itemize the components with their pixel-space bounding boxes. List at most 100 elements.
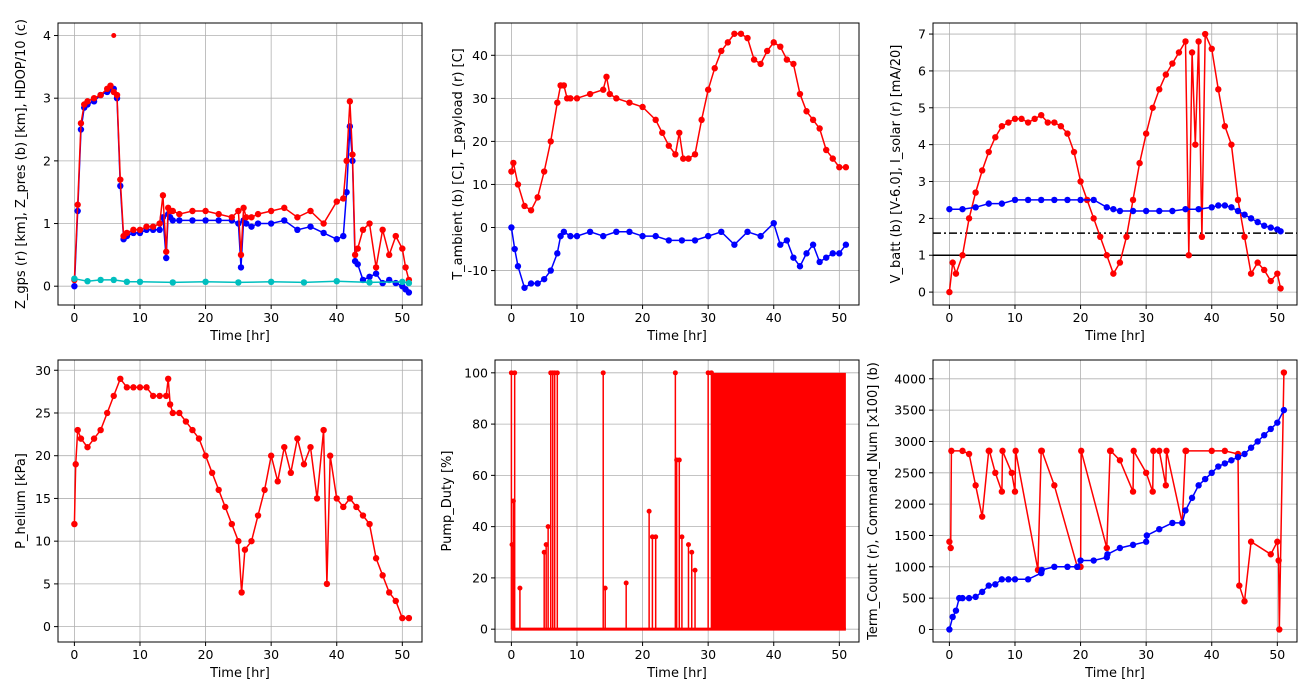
series-line <box>73 377 409 619</box>
data-point <box>333 236 340 243</box>
y-axis-label: V_batt (b) [V-6.0], I_solar (r) [mA/20] <box>889 45 904 284</box>
data-point <box>972 189 979 196</box>
data-point <box>1051 196 1058 204</box>
data-point <box>510 159 517 167</box>
y-tick-label: 0 <box>918 622 926 637</box>
data-point <box>117 176 124 183</box>
data-point <box>1051 563 1058 570</box>
data-point <box>659 129 666 136</box>
data-point <box>1185 252 1192 259</box>
y-tick-label: 0 <box>480 220 488 235</box>
y-tick-label: 60 <box>472 468 488 483</box>
data-point <box>215 486 222 494</box>
data-point <box>1179 519 1186 527</box>
data-point <box>554 250 561 257</box>
data-point <box>744 34 751 42</box>
data-point <box>770 219 777 227</box>
data-point <box>1051 119 1058 126</box>
x-tick-label: 50 <box>1269 310 1285 325</box>
y-axis-label: Z_gps (r) [km], Z_pres (b) [km], HDOP/10… <box>14 19 29 309</box>
data-point <box>359 226 367 233</box>
data-point <box>215 217 222 224</box>
y-tick-label: 5 <box>43 576 51 591</box>
data-point <box>985 200 992 207</box>
data-point <box>169 217 176 224</box>
data-point <box>386 589 393 596</box>
plot-area <box>933 30 1297 296</box>
data-point <box>84 443 91 451</box>
y-tick-label: 10 <box>35 534 51 549</box>
data-point <box>340 232 347 240</box>
x-tick-label: 50 <box>831 647 847 662</box>
data-point <box>809 241 817 248</box>
x-tick-label: 20 <box>635 310 651 325</box>
data-point <box>1104 551 1111 558</box>
data-point <box>261 486 268 494</box>
series-line <box>948 409 1285 630</box>
data-point <box>718 47 725 55</box>
data-point <box>1012 447 1019 455</box>
data-point <box>947 544 954 552</box>
data-point <box>680 155 687 162</box>
data-point <box>711 65 718 72</box>
data-point <box>1261 266 1268 274</box>
data-point <box>639 232 646 240</box>
data-point <box>123 229 131 237</box>
data-point <box>399 614 406 622</box>
data-point <box>560 228 568 236</box>
data-point <box>665 237 673 244</box>
data-point <box>1267 277 1274 285</box>
data-point <box>985 582 992 589</box>
data-point <box>554 99 561 106</box>
data-point <box>1277 285 1284 292</box>
data-point <box>156 226 163 233</box>
data-point <box>281 217 288 224</box>
y-tick-label: 80 <box>472 417 488 432</box>
data-point <box>359 512 367 519</box>
data-point <box>1228 204 1235 211</box>
data-point <box>946 288 953 296</box>
data-point <box>333 495 340 502</box>
data-point <box>1103 544 1111 552</box>
data-point <box>527 207 535 214</box>
data-point <box>1097 233 1104 241</box>
data-point <box>946 538 953 545</box>
data-point <box>320 220 327 227</box>
data-point <box>267 220 275 227</box>
data-point <box>1182 205 1189 213</box>
data-point <box>1142 207 1150 215</box>
data-point <box>405 279 413 287</box>
data-point <box>254 220 262 227</box>
data-point <box>1277 228 1284 235</box>
data-point <box>313 495 321 502</box>
data-point <box>248 537 255 545</box>
data-point <box>346 495 354 502</box>
data-point <box>691 151 699 158</box>
y-tick-label: 3000 <box>894 434 926 449</box>
data-point <box>248 223 255 230</box>
y-tick-label: 30 <box>472 91 488 106</box>
data-point <box>1078 447 1085 455</box>
data-point <box>1247 444 1255 451</box>
x-tick-label: 0 <box>507 310 515 325</box>
data-point <box>111 33 117 39</box>
data-point <box>823 254 830 261</box>
data-point <box>84 98 91 105</box>
data-point <box>372 555 380 562</box>
data-point <box>1064 563 1071 570</box>
x-tick-label: 40 <box>329 310 345 325</box>
data-point <box>113 91 121 99</box>
chart-3: 0 10 20 30 40 50 0 1 2 3 4 5 6 7 Time [hr] V_batt (b) [… <box>889 22 1298 344</box>
x-tick-label: 50 <box>831 310 847 325</box>
data-point <box>586 228 594 236</box>
data-point <box>136 226 144 233</box>
chart-4: 0 10 20 30 40 50 0 5 10 15 20 25 30 Time [hr] P_helium… <box>14 359 423 681</box>
data-point <box>521 284 528 291</box>
y-tick-label: 25 <box>35 405 51 420</box>
data-point <box>84 277 91 285</box>
data-point <box>1267 425 1274 433</box>
axes-frame <box>494 359 860 643</box>
data-point <box>326 452 334 459</box>
data-point <box>829 250 836 257</box>
